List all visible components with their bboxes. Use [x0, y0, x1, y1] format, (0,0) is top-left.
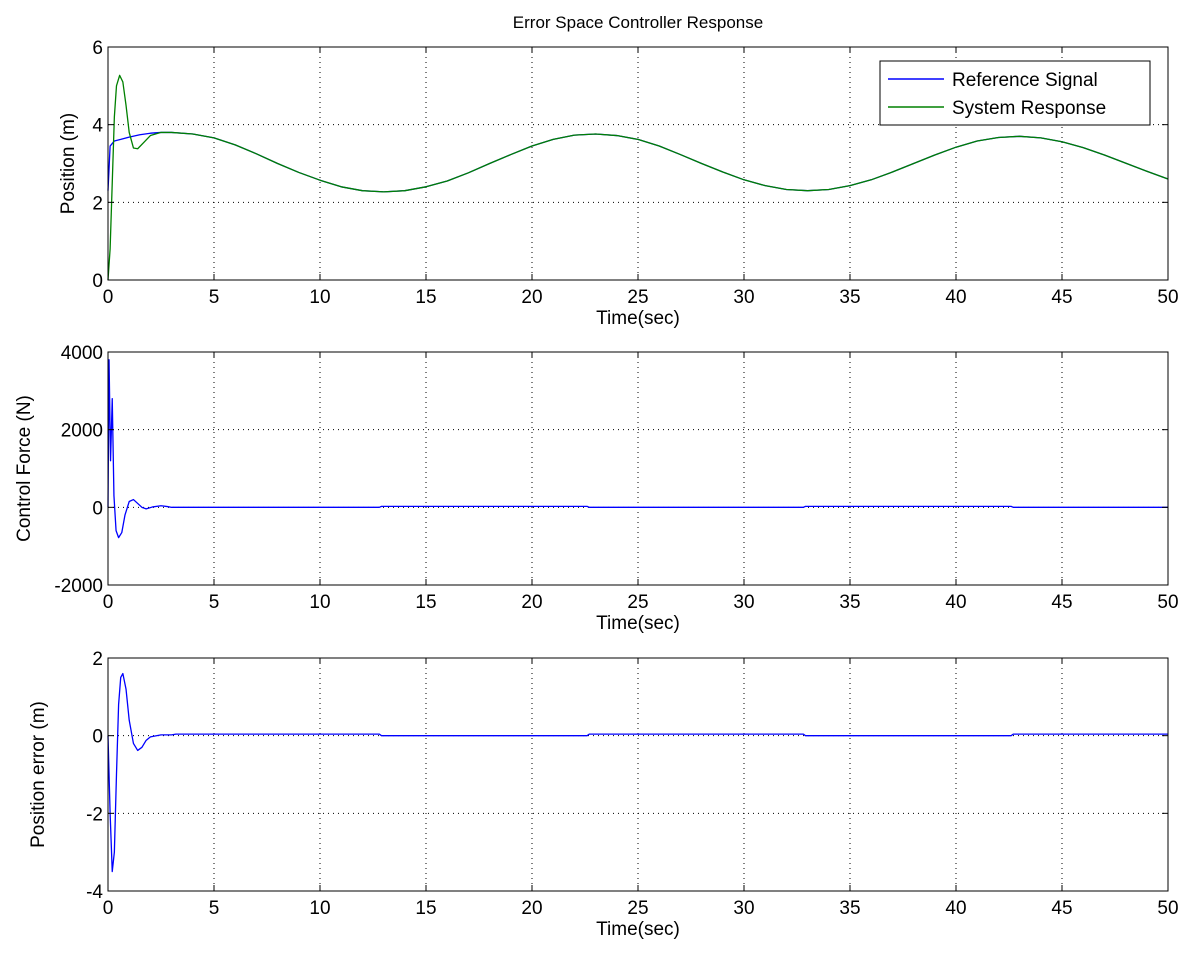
control-force-y-tick-label: -2000 — [54, 576, 103, 597]
legend-entry-label: Reference Signal — [952, 70, 1098, 91]
control-force-y-axis-label: Control Force (N) — [14, 395, 35, 542]
position-error-x-tick-label: 15 — [415, 898, 436, 919]
control-force-x-tick-label: 50 — [1157, 592, 1178, 613]
position-error-x-tick-label: 0 — [103, 898, 114, 919]
figure-title: Error Space Controller Response — [513, 13, 763, 32]
control-force-plot: 0 5 10 15 20 25 30 35 40 45 50-2000020004000Time(s… — [14, 343, 1179, 634]
position-error-x-tick-label: 25 — [627, 898, 648, 919]
position-plot: 0 5 10 15 20 25 30 35 40 45 50 0 2 4 6 Time(sec) Positio… — [58, 38, 1179, 329]
position-error-x-tick-label: 30 — [733, 898, 754, 919]
position-error-x-tick-label: 50 — [1157, 898, 1178, 919]
position-y-axis-label: Position (m) — [58, 113, 79, 214]
position-x-tick-label: 0 — [103, 287, 114, 308]
position-error-plot: 0 5 10 15 20 25 30 35 40 45 50 -4 -2 0 2 Time(sec) Posit… — [28, 649, 1179, 940]
position-x-tick-label: 10 — [309, 287, 330, 308]
position-error-x-tick-label: 10 — [309, 898, 330, 919]
control-force-x-tick-label: 5 — [209, 592, 220, 613]
position-error-y-axis-label: Position error (m) — [28, 701, 49, 848]
position-error-y-tick-label: -2 — [86, 804, 103, 825]
position-x-tick-label: 25 — [627, 287, 648, 308]
position-error-x-tick-label: 20 — [521, 898, 542, 919]
control-force-y-tick-label: 0 — [92, 498, 103, 519]
position-error-plot-area — [108, 658, 1168, 891]
control-force-x-tick-label: 30 — [733, 592, 754, 613]
position-error-y-tick-label: 0 — [92, 727, 103, 748]
control-force-x-tick-label: 35 — [839, 592, 860, 613]
position-x-tick-label: 20 — [521, 287, 542, 308]
position-error-y-tick-label: 2 — [92, 649, 103, 670]
control-force-x-tick-label: 20 — [521, 592, 542, 613]
position-x-axis-label: Time(sec) — [596, 308, 680, 329]
control-force-x-tick-label: 15 — [415, 592, 436, 613]
control-force-plot-area — [108, 352, 1168, 585]
position-y-tick-label: 2 — [92, 193, 103, 214]
control-force-x-tick-label: 25 — [627, 592, 648, 613]
position-error-x-tick-label: 40 — [945, 898, 966, 919]
position-x-tick-label: 45 — [1051, 287, 1072, 308]
position-x-tick-label: 30 — [733, 287, 754, 308]
position-error-x-tick-label: 45 — [1051, 898, 1072, 919]
control-force-x-axis-label: Time(sec) — [596, 613, 680, 634]
control-force-y-tick-label: 2000 — [61, 421, 103, 442]
position-x-tick-label: 50 — [1157, 287, 1178, 308]
legend-entry-label: System Response — [952, 98, 1106, 119]
position-error-x-axis-label: Time(sec) — [596, 919, 680, 940]
position-error-y-tick-label: -4 — [86, 882, 103, 903]
position-error-x-tick-label: 35 — [839, 898, 860, 919]
control-force-x-tick-label: 40 — [945, 592, 966, 613]
position-x-tick-label: 35 — [839, 287, 860, 308]
position-legend: Reference Signal System Response — [880, 61, 1150, 125]
position-error-x-tick-label: 5 — [209, 898, 220, 919]
control-force-x-tick-label: 0 — [103, 592, 114, 613]
position-x-tick-label: 40 — [945, 287, 966, 308]
position-y-tick-label: 6 — [92, 38, 103, 59]
control-force-x-tick-label: 45 — [1051, 592, 1072, 613]
position-y-tick-label: 4 — [92, 116, 103, 137]
position-x-tick-label: 15 — [415, 287, 436, 308]
control-force-x-tick-label: 10 — [309, 592, 330, 613]
control-force-y-tick-label: 4000 — [61, 343, 103, 364]
position-y-tick-label: 0 — [92, 271, 103, 292]
position-x-tick-label: 5 — [209, 287, 220, 308]
